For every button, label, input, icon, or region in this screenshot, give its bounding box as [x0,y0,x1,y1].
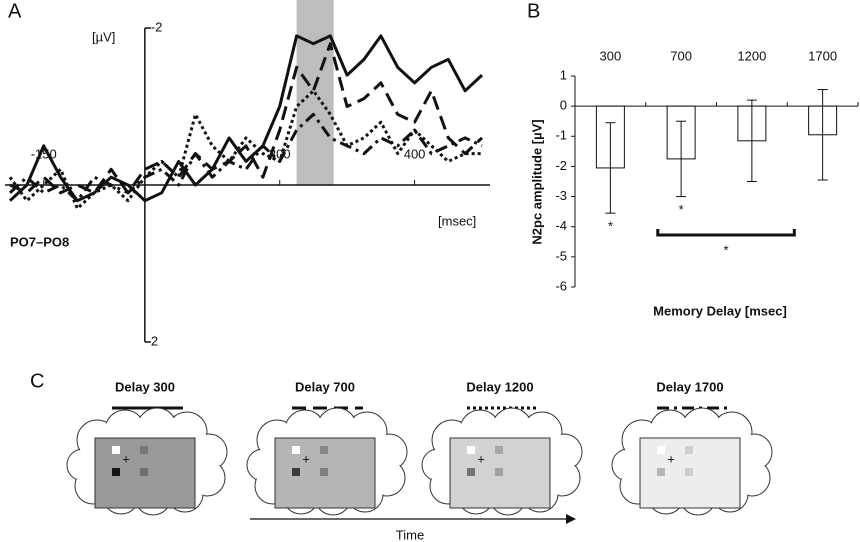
y-tick-label: 2 [151,333,158,348]
stimulus [140,446,148,454]
stimulus [467,446,475,454]
y-tick-label: -1 [555,128,567,143]
panel-label: A [8,0,22,22]
bracket-label: * [724,242,729,257]
x-tick-label: 400 [404,146,426,161]
fixation-cross: + [667,451,675,466]
annotation: PO7–PO8 [10,234,69,249]
y-axis-label: N2pc amplitude [µV] [529,119,544,244]
stimulus [685,468,693,476]
arrow-head [566,514,576,524]
stimulus [685,446,693,454]
stage-label: Delay 300 [115,379,175,394]
stimulus [320,446,328,454]
stimulus [657,468,665,476]
x-tick-label: 1700 [808,48,837,63]
stimulus [112,446,120,454]
stimulus [467,468,475,476]
stimulus [112,468,120,476]
screen [639,437,741,509]
y-tick-label: 0 [560,98,567,113]
significance-bracket [656,229,796,237]
panel-label: B [527,0,540,22]
y-tick-label: 1 [560,67,567,82]
time-label: Time [396,527,424,542]
stimulus [140,468,148,476]
x-tick-label: 700 [670,48,692,63]
stimulus [320,468,328,476]
y-tick-label: -4 [555,218,567,233]
stage-label: Delay 700 [295,379,355,394]
y-axis-label: [µV] [92,29,115,44]
fixation-cross: + [302,451,310,466]
y-tick-label: -3 [555,188,567,203]
stimulus [292,446,300,454]
erp-line [8,89,482,210]
y-tick-label: -6 [555,278,567,293]
stimulus [495,468,503,476]
x-tick-label: 1200 [737,48,766,63]
x-axis-label: [msec] [438,213,476,228]
panel-label: C [30,370,44,392]
erp-line [8,34,484,203]
significance-label: * [679,202,684,217]
stage-label: Delay 1700 [656,379,723,394]
x-tick-label: 300 [600,48,622,63]
erp-line [9,42,484,195]
y-tick-label: -2 [555,158,567,173]
stimulus [495,446,503,454]
x-axis-label: Memory Delay [msec] [653,303,787,318]
stimulus [657,446,665,454]
erp-line [8,112,483,203]
fixation-cross: + [122,451,130,466]
stimulus [292,468,300,476]
y-tick-label: -5 [555,248,567,263]
significance-label: * [608,219,613,234]
y-tick-label: -2 [151,19,163,34]
stage-label: Delay 1200 [466,379,533,394]
fixation-cross: + [477,451,485,466]
